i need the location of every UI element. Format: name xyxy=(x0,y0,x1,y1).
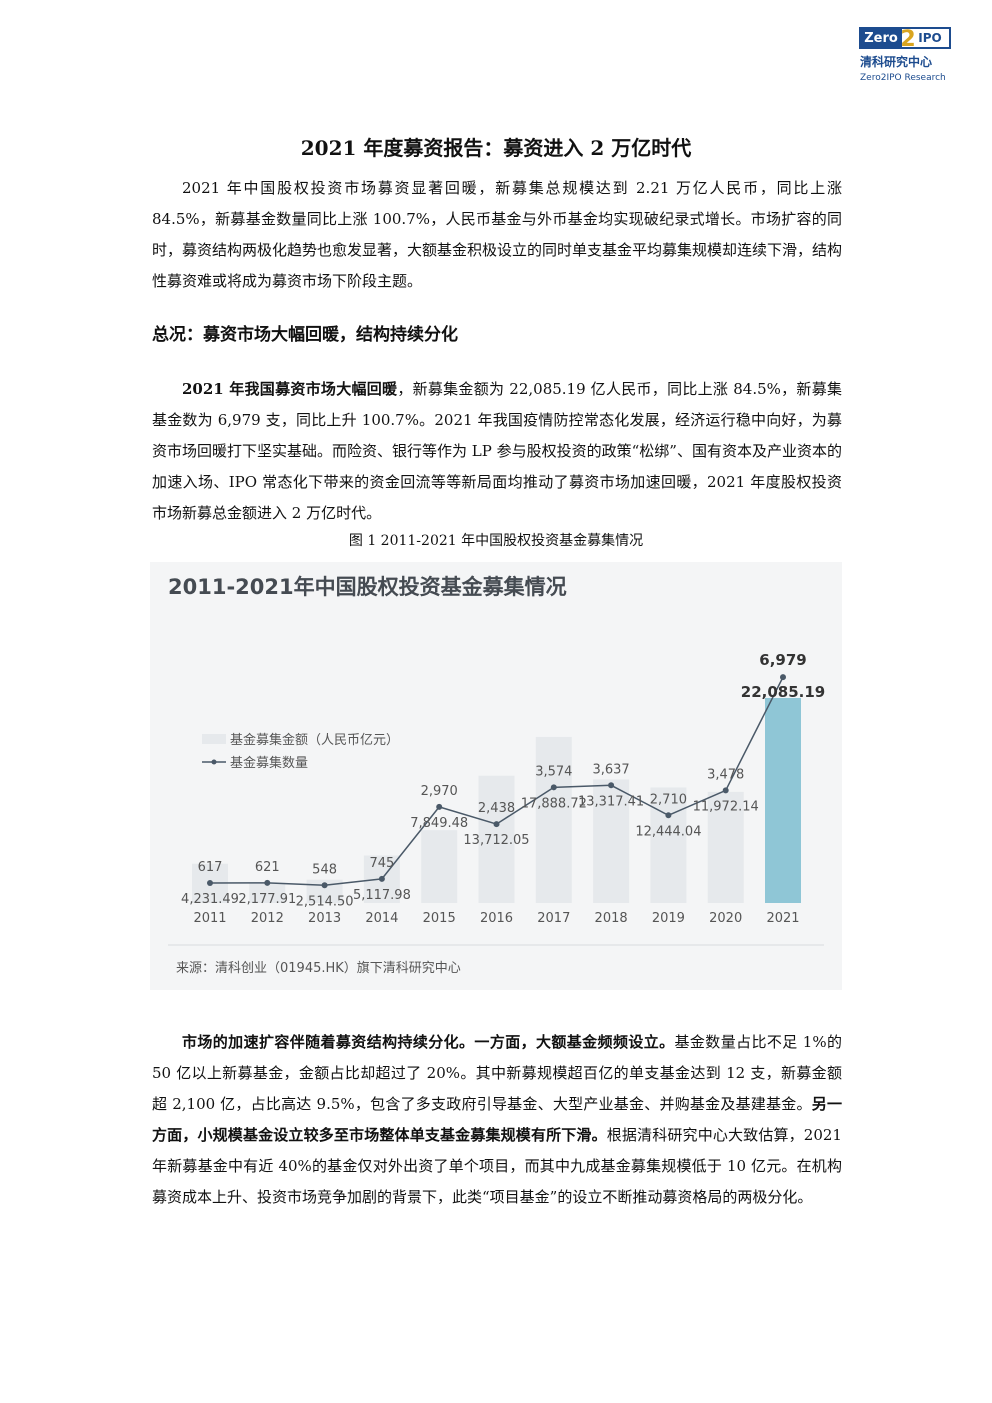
chart-source: 来源：清科创业（01945.HK）旗下清科研究中心 xyxy=(176,960,461,976)
count-label: 2,710 xyxy=(650,792,687,807)
title: 2021 年度募资报告：募资进入 2 万亿时代 xyxy=(300,136,692,160)
x-tick-label: 2011 xyxy=(193,911,226,926)
line-point xyxy=(493,821,500,828)
line-point xyxy=(321,882,328,889)
amount-label: 13,712.05 xyxy=(463,833,529,848)
line-point xyxy=(608,782,615,789)
line-point xyxy=(378,875,385,882)
logo: Zero 2 IPO 清科研究中心 Zero2IPO Research xyxy=(859,27,951,83)
line-point xyxy=(436,803,443,810)
count-label: 745 xyxy=(369,856,394,871)
amount-label: 11,972.14 xyxy=(693,799,759,814)
bar xyxy=(249,882,286,903)
bar xyxy=(535,736,572,903)
count-label: 2,438 xyxy=(478,801,515,816)
text-run: 根据清科研究中心大致估算，2021 年新募基金中有近 40%的基金仅对外出资了单… xyxy=(152,1126,842,1206)
amount-label: 7,849.48 xyxy=(410,816,468,831)
x-tick-label: 2017 xyxy=(537,911,570,926)
x-tick-label: 2019 xyxy=(652,911,685,926)
count-label: 3,637 xyxy=(592,762,629,777)
x-tick-label: 2020 xyxy=(709,911,742,926)
bar xyxy=(707,791,744,903)
logo-text: IPO xyxy=(918,31,941,45)
line-point xyxy=(207,880,213,887)
chart: 2011-2021年中国股权投资基金募集情况 来源：清科创业（01945.HK）… xyxy=(150,562,842,990)
line-point xyxy=(722,787,729,794)
bar xyxy=(421,830,458,903)
chart-title: 2011-2021年中国股权投资基金募集情况 xyxy=(168,575,567,599)
legend-label: 基金募集数量 xyxy=(230,755,308,771)
x-tick-label: 2021 xyxy=(766,911,799,926)
amount-label: 4,231.49 xyxy=(181,892,239,907)
amount-label: 13,317.41 xyxy=(578,794,644,809)
count-label: 3,478 xyxy=(707,767,744,782)
text-run: 2021 年我国募资市场大幅回暖 xyxy=(182,380,398,398)
logo-text: Zero2IPO Research xyxy=(860,73,946,83)
line-point xyxy=(550,784,557,791)
line-point xyxy=(780,674,786,681)
text-run: 市场的加速扩容伴随着募资结构持续分化。一方面，大额基金频频设立。 xyxy=(182,1033,675,1051)
x-tick-label: 2015 xyxy=(423,911,456,926)
amount-label: 2,514.50 xyxy=(296,894,354,909)
logo-text: 清科研究中心 xyxy=(860,54,932,69)
heading: 总况：募资市场大幅回暖，结构持续分化 xyxy=(152,325,458,345)
legend-marker xyxy=(211,759,217,765)
count-label: 548 xyxy=(312,862,337,877)
paragraph: 市场的加速扩容伴随着募资结构持续分化。一方面，大额基金频频设立。基金数量占比不足… xyxy=(152,1027,842,1213)
text-run: ，新募集金额为 22,085.19 亿人民币，同比上涨 84.5%，新募集基金数… xyxy=(152,380,842,522)
amount-label: 22,085.19 xyxy=(741,683,825,701)
x-tick-label: 2014 xyxy=(365,911,398,926)
amount-label: 2,177.91 xyxy=(238,892,296,907)
bar xyxy=(593,779,630,903)
text-run: 2021 年中国股权投资市场募资显著回暖，新募集总规模达到 2.21 万亿人民币… xyxy=(152,179,843,290)
x-tick-label: 2013 xyxy=(308,911,341,926)
x-tick-label: 2018 xyxy=(595,911,628,926)
count-label: 617 xyxy=(198,860,223,875)
count-label: 3,574 xyxy=(535,764,572,779)
line-point xyxy=(264,879,271,886)
paragraph: 2021 年中国股权投资市场募资显著回暖，新募集总规模达到 2.21 万亿人民币… xyxy=(152,173,842,297)
bar xyxy=(765,697,801,903)
legend-swatch xyxy=(202,734,226,744)
paragraph: 2021 年我国募资市场大幅回暖，新募集金额为 22,085.19 亿人民币，同… xyxy=(152,374,842,529)
amount-label: 5,117.98 xyxy=(353,888,411,903)
count-label: 2,970 xyxy=(421,784,458,799)
line-point xyxy=(665,812,672,819)
text-run: 另一方面，小规模基金设立较多至市场整体单支基金募集规模有所下滑。 xyxy=(152,1095,842,1144)
amount-label: 12,444.04 xyxy=(635,824,701,839)
bar xyxy=(650,787,687,903)
logo-text: 2 xyxy=(900,27,915,52)
legend-label: 基金募集金额（人民币亿元） xyxy=(230,732,399,748)
count-label: 621 xyxy=(255,860,280,875)
x-tick-label: 2016 xyxy=(480,911,513,926)
x-tick-label: 2012 xyxy=(251,911,284,926)
count-label: 6,979 xyxy=(759,651,806,669)
figure-caption: 图 1 2011-2021 年中国股权投资基金募集情况 xyxy=(348,533,644,549)
logo-text: Zero xyxy=(864,31,898,46)
bar xyxy=(478,775,515,903)
amount-label: 17,888.72 xyxy=(521,796,587,811)
text-run: 基金数量占比不足 1%的 50 亿以上新募基金，金额占比却超过了 20%。其中新… xyxy=(152,1033,842,1113)
